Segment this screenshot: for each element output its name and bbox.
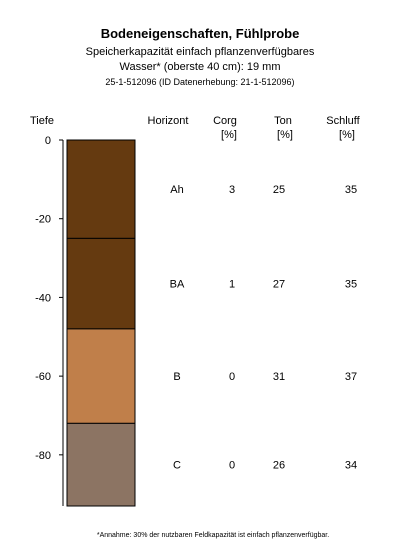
column-header-horizon: Horizont [148, 115, 189, 127]
ton-value: 26 [273, 460, 285, 472]
corg-value: 3 [229, 184, 235, 196]
corg-value: 0 [229, 460, 235, 472]
column-header-schluff: Schluff [326, 115, 360, 127]
schluff-value: 35 [345, 279, 357, 291]
schluff-value: 35 [345, 184, 357, 196]
soil-layer-ba [66, 237, 136, 330]
schluff-value: 34 [345, 460, 357, 472]
soil-layer-b [66, 328, 136, 424]
horizon-label: B [173, 371, 180, 383]
layer-row: C 0 26 34 [173, 460, 357, 472]
depth-tick-label: 0 [45, 135, 51, 147]
layer-row: Ah 3 25 35 [170, 184, 357, 196]
schluff-value: 37 [345, 371, 357, 383]
column-header-corg-unit: [%] [221, 129, 237, 141]
column-headers: Horizont Corg [%] Ton [%] Schluff [%] [148, 115, 361, 141]
layer-value-rows: Ah 3 25 35 BA 1 27 35 B 0 31 37 C 0 26 34 [170, 184, 357, 471]
soil-layers [66, 139, 136, 507]
ton-value: 25 [273, 184, 285, 196]
column-header-corg: Corg [213, 115, 237, 127]
layer-row: B 0 31 37 [173, 371, 357, 383]
horizon-label: C [173, 460, 181, 472]
footnote: *Annahme: 30% der nutzbaren Feldkapazitä… [97, 532, 329, 539]
depth-tick-label: -40 [35, 292, 51, 304]
depth-axis: 0 -20 -40 -60 -80 [35, 135, 64, 506]
depth-tick-label: -20 [35, 214, 51, 226]
chart-subtitle-line2: Wasser* (oberste 40 cm): 19 mm [120, 61, 281, 73]
column-header-schluff-unit: [%] [339, 129, 355, 141]
corg-value: 1 [229, 279, 235, 291]
layer-row: BA 1 27 35 [170, 279, 357, 291]
soil-layer-ah [66, 139, 136, 239]
column-header-ton: Ton [274, 115, 292, 127]
column-header-ton-unit: [%] [277, 129, 293, 141]
ton-value: 27 [273, 279, 285, 291]
horizon-label: BA [170, 279, 185, 291]
ton-value: 31 [273, 371, 285, 383]
depth-tick-label: -60 [35, 371, 51, 383]
chart-title: Bodeneigenschaften, Fühlprobe [101, 26, 300, 41]
soil-layer-c [66, 422, 136, 507]
corg-value: 0 [229, 371, 235, 383]
horizon-label: Ah [170, 184, 183, 196]
chart-subtitle-line1: Speicherkapazität einfach pflanzenverfüg… [86, 46, 315, 58]
y-axis-label: Tiefe [30, 115, 54, 127]
chart-id-line: 25-1-512096 (ID Datenerhebung: 21-1-5120… [105, 77, 294, 87]
depth-tick-label: -80 [35, 450, 51, 462]
